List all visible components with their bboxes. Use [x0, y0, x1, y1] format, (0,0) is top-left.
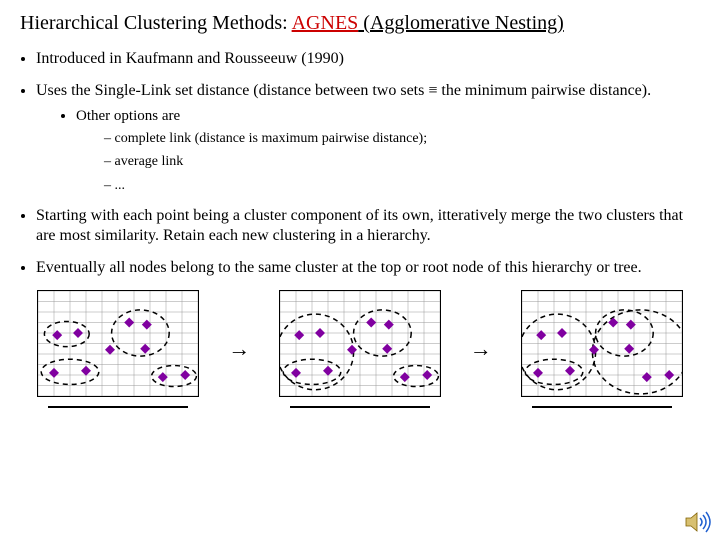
bullet-4: Eventually all nodes belong to the same …	[36, 258, 706, 278]
bullet-2-sublist: Other options are complete link (distanc…	[76, 107, 706, 194]
arrow-icon: →	[226, 336, 252, 362]
plot-stage-1	[37, 290, 199, 408]
plots-row: → →	[14, 290, 706, 408]
title-prefix: Hierarchical Clustering Methods:	[20, 12, 292, 34]
opt-complete-link: complete link (distance is maximum pairw…	[104, 130, 706, 148]
bullet-1: Introduced in Kaufmann and Rousseeuw (19…	[36, 49, 706, 69]
speaker-icon[interactable]	[684, 510, 712, 534]
title-red: AGNES	[292, 12, 359, 34]
bullet-2-options: complete link (distance is maximum pairw…	[104, 130, 706, 195]
plot-3-underline	[532, 406, 672, 408]
plot-1-underline	[48, 406, 188, 408]
arrow-icon: →	[468, 336, 494, 362]
plot-1-svg	[37, 290, 199, 397]
opt-ellipsis: ...	[104, 177, 706, 195]
bullet-2-sub: Other options are complete link (distanc…	[76, 107, 706, 194]
bullet-2-text: Uses the Single-Link set distance (dista…	[36, 82, 651, 99]
slide-title: Hierarchical Clustering Methods: AGNES (…	[20, 12, 706, 35]
bullet-2-sub-text: Other options are	[76, 108, 180, 124]
plot-3-svg	[521, 290, 683, 397]
plot-stage-2	[279, 290, 441, 408]
bullet-list: Introduced in Kaufmann and Rousseeuw (19…	[36, 49, 706, 278]
plot-stage-3	[521, 290, 683, 408]
bullet-3: Starting with each point being a cluster…	[36, 206, 706, 246]
plot-2-svg	[279, 290, 441, 397]
bullet-2: Uses the Single-Link set distance (dista…	[36, 81, 706, 194]
title-suffix: (Agglomerative Nesting)	[358, 12, 564, 34]
plot-2-underline	[290, 406, 430, 408]
opt-average-link: average link	[104, 153, 706, 171]
